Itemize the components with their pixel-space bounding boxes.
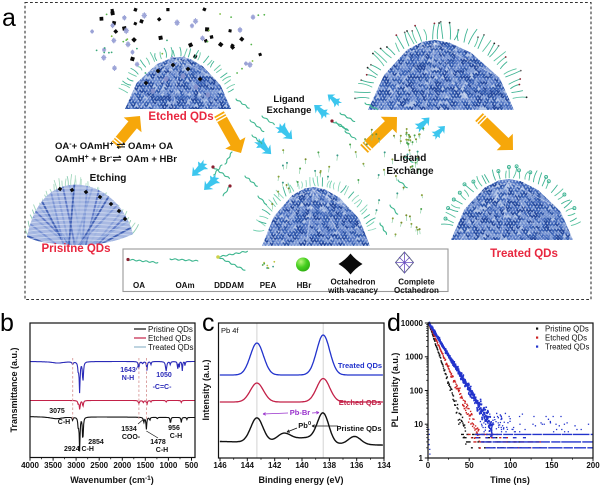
svg-text:10: 10 — [414, 420, 423, 429]
svg-text:1000: 1000 — [160, 461, 178, 470]
svg-text:1478: 1478 — [150, 439, 166, 446]
svg-text:c: c — [202, 309, 215, 337]
svg-text:0: 0 — [426, 461, 431, 470]
svg-text:Treated QDs: Treated QDs — [148, 343, 194, 352]
svg-text:2854: 2854 — [88, 439, 104, 446]
svg-text:10000: 10000 — [401, 319, 424, 328]
svg-text:Time (ns): Time (ns) — [490, 475, 530, 485]
svg-text:Exchange: Exchange — [267, 105, 312, 116]
svg-text:1500: 1500 — [136, 461, 154, 470]
svg-text:COO-: COO- — [122, 434, 141, 441]
svg-text:OA-+ OAmH+: OA-+ OAmH+ — [55, 141, 113, 152]
svg-text:a: a — [2, 4, 16, 32]
svg-text:1050: 1050 — [156, 372, 172, 379]
svg-text:PEA: PEA — [260, 281, 277, 290]
svg-text:Etching: Etching — [90, 173, 127, 184]
svg-text:3075: 3075 — [49, 408, 65, 415]
svg-text:OAmH+ + Br-: OAmH+ + Br- — [55, 154, 113, 165]
svg-text:134: 134 — [377, 461, 391, 470]
svg-text:C-H: C-H — [156, 447, 168, 454]
svg-text:Treated QDs: Treated QDs — [545, 343, 589, 352]
svg-text:HBr: HBr — [297, 281, 312, 290]
svg-text:1: 1 — [419, 454, 424, 463]
svg-text:Pristine QDs: Pristine QDs — [336, 424, 381, 433]
svg-text:Treated QDs: Treated QDs — [490, 248, 558, 260]
svg-text:100: 100 — [504, 461, 518, 470]
svg-text:140: 140 — [295, 461, 309, 470]
svg-text:2924 C-H: 2924 C-H — [64, 446, 94, 453]
svg-text:b: b — [0, 309, 14, 337]
svg-text:Etched QDs: Etched QDs — [148, 334, 191, 343]
svg-text:Ligand: Ligand — [273, 94, 304, 105]
svg-text:Ligand: Ligand — [394, 153, 427, 164]
svg-text:Pristine QDs: Pristine QDs — [148, 325, 193, 334]
svg-text:OAm + HBr: OAm + HBr — [126, 154, 177, 165]
svg-text:Etched QDs: Etched QDs — [148, 111, 213, 123]
svg-text:200: 200 — [586, 461, 600, 470]
svg-text:C-H: C-H — [58, 419, 70, 426]
svg-text:2000: 2000 — [113, 461, 131, 470]
svg-text:100: 100 — [410, 386, 424, 395]
svg-text:Etched QDs: Etched QDs — [339, 398, 382, 407]
svg-text:1534: 1534 — [121, 426, 137, 433]
svg-text:146: 146 — [213, 461, 227, 470]
svg-text:500: 500 — [185, 461, 199, 470]
svg-text:with vacancy: with vacancy — [327, 286, 378, 295]
svg-text:136: 136 — [350, 461, 364, 470]
svg-text:OAm: OAm — [175, 281, 194, 290]
svg-text:Pristine QDs: Pristine QDs — [545, 325, 589, 334]
svg-text:1643: 1643 — [120, 367, 136, 374]
svg-text:Prisitne QDs: Prisitne QDs — [41, 243, 110, 255]
svg-text:150: 150 — [545, 461, 559, 470]
svg-text:3500: 3500 — [44, 461, 62, 470]
svg-text:4000: 4000 — [21, 461, 39, 470]
svg-text:Exchange: Exchange — [386, 166, 434, 177]
svg-text:Transmittance (a.u.): Transmittance (a.u.) — [9, 347, 19, 432]
svg-text:138: 138 — [323, 461, 337, 470]
svg-text:OA: OA — [133, 281, 145, 290]
svg-text:PL Intensity (a.u.): PL Intensity (a.u.) — [390, 353, 400, 428]
svg-text:0: 0 — [308, 421, 311, 427]
svg-text:2500: 2500 — [90, 461, 108, 470]
svg-text:Treated QDs: Treated QDs — [338, 361, 382, 370]
svg-text:142: 142 — [268, 461, 282, 470]
svg-text:N-H: N-H — [122, 375, 134, 382]
svg-text:DDDAM: DDDAM — [214, 281, 244, 290]
svg-text:Octahedron: Octahedron — [394, 286, 439, 295]
svg-text:Octahedron: Octahedron — [331, 278, 376, 287]
svg-text:956: 956 — [168, 425, 180, 432]
svg-text:3000: 3000 — [67, 461, 85, 470]
svg-text:Intensity (a.u.): Intensity (a.u.) — [201, 359, 211, 420]
svg-text:d: d — [387, 309, 401, 337]
svg-text:-C=C-: -C=C- — [153, 384, 173, 391]
svg-text:OAm+ OA: OAm+ OA — [128, 141, 173, 152]
svg-text:C-H: C-H — [170, 433, 182, 440]
svg-text:1000: 1000 — [405, 353, 423, 362]
svg-text:Complete: Complete — [398, 278, 435, 287]
svg-text:Wavenumber (cm-1): Wavenumber (cm-1) — [70, 475, 153, 485]
svg-text:Etched QDs: Etched QDs — [545, 334, 587, 343]
svg-text:144: 144 — [241, 461, 255, 470]
svg-text:Pb: Pb — [298, 421, 308, 430]
svg-text:Pb 4f: Pb 4f — [221, 326, 239, 335]
svg-text:Pb-Br: Pb-Br — [290, 408, 310, 417]
svg-text:Binding energy (eV): Binding energy (eV) — [258, 475, 343, 485]
svg-text:50: 50 — [465, 461, 474, 470]
